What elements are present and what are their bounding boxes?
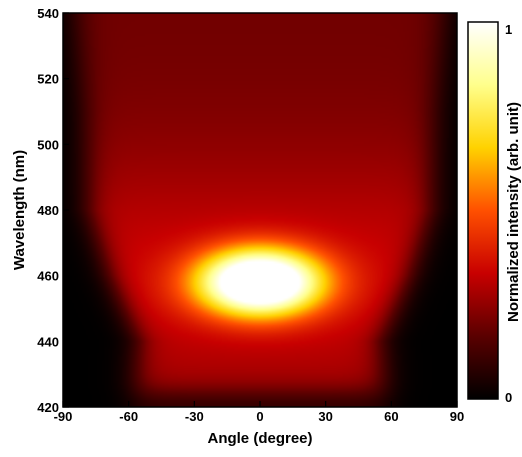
x-tick-label: -60 [119,409,138,424]
x-axis-label: Angle (degree) [207,430,312,447]
y-axis-label: Wavelength (nm) [11,150,28,270]
y-tick-label: 440 [37,334,59,349]
x-tick-label: 60 [384,409,398,424]
y-tick-label: 540 [37,6,59,21]
y-tick-label: 500 [37,137,59,152]
heatmap-image [63,13,457,407]
colorbar-min-label: 0 [505,390,512,405]
x-tick-label: -90 [54,409,73,424]
y-tick-label: 460 [37,269,59,284]
x-tick-label: 0 [256,409,263,424]
x-tick-label: 90 [450,409,464,424]
x-tick-label: 30 [318,409,332,424]
colorbar-title: Normalized intensity (arb. unit) [505,102,522,322]
x-tick-label: -30 [185,409,204,424]
colorbar-max-label: 1 [505,22,512,37]
colorbar [468,22,498,399]
y-tick-label: 420 [37,400,59,415]
y-tick-label: 520 [37,72,59,87]
x-axis-ticks: -90 -60 -30 0 30 60 90 [54,401,464,424]
y-tick-label: 480 [37,203,59,218]
colorbar-frame [467,21,499,400]
y-axis-ticks: 420 440 460 480 500 520 540 [37,6,69,415]
